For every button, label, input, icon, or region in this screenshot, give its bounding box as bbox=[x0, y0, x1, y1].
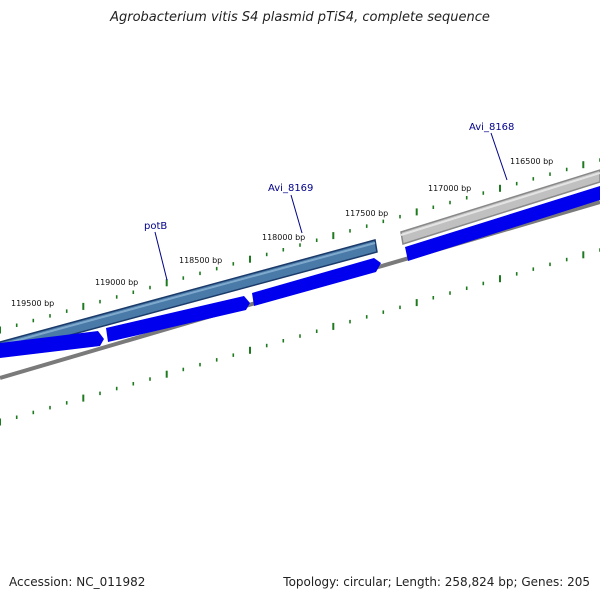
tick-marks bbox=[0, 158, 600, 426]
ruler-label-118000: 118000 bp bbox=[262, 233, 305, 242]
avi8168-leader-line bbox=[490, 132, 508, 181]
potb-leader-line bbox=[154, 231, 168, 281]
cds-arrow-1[interactable] bbox=[0, 331, 104, 358]
ruler-label-117000: 117000 bp bbox=[428, 184, 471, 193]
ruler-label-118500: 118500 bp bbox=[179, 256, 222, 265]
gene-label-avi8169[interactable]: Avi_8169 bbox=[268, 183, 313, 194]
gene-potb-avi8169-highlight bbox=[0, 242, 376, 346]
avi8169-leader-line bbox=[290, 194, 303, 234]
ruler-label-117500: 117500 bp bbox=[345, 209, 388, 218]
gene-label-avi8168[interactable]: Avi_8168 bbox=[469, 122, 514, 133]
topology-text: Topology: circular; Length: 258,824 bp; … bbox=[283, 575, 590, 589]
cds-arrow-2[interactable] bbox=[106, 296, 250, 342]
ruler-label-116500: 116500 bp bbox=[510, 157, 553, 166]
ruler-label-119000: 119000 bp bbox=[95, 278, 138, 287]
cds-arrow-4[interactable] bbox=[405, 186, 600, 261]
gene-label-potb[interactable]: potB bbox=[144, 221, 167, 232]
accession-text: Accession: NC_011982 bbox=[9, 575, 146, 589]
map-title: Agrobacterium vitis S4 plasmid pTiS4, co… bbox=[110, 10, 490, 25]
cds-arrow-3[interactable] bbox=[252, 258, 381, 306]
gene-avi8168-highlight bbox=[400, 172, 600, 236]
ruler-label-119500: 119500 bp bbox=[11, 299, 54, 308]
